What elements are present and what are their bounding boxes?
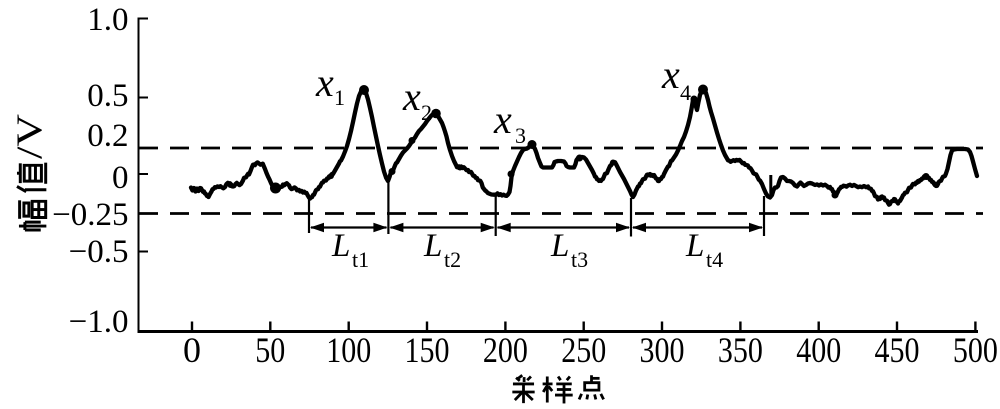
svg-text:0.5: 0.5	[87, 78, 128, 114]
svg-text:L: L	[331, 228, 350, 264]
svg-text:x: x	[315, 60, 334, 105]
svg-text:50: 50	[255, 330, 285, 370]
svg-text:0: 0	[112, 160, 129, 196]
svg-text:400: 400	[796, 330, 841, 370]
svg-text:0: 0	[183, 330, 201, 370]
svg-text:100: 100	[326, 330, 371, 370]
svg-text:t3: t3	[571, 247, 588, 272]
svg-text:200: 200	[483, 330, 528, 370]
svg-text:350: 350	[718, 330, 763, 370]
svg-text:450: 450	[875, 330, 920, 370]
svg-text:250: 250	[561, 330, 606, 370]
svg-text:x: x	[493, 97, 512, 142]
svg-text:t4: t4	[706, 247, 723, 272]
svg-text:−0.5: −0.5	[69, 234, 129, 270]
svg-text:x: x	[661, 52, 680, 97]
svg-text:0.2: 0.2	[87, 118, 128, 154]
svg-text:1.0: 1.0	[87, 2, 128, 38]
svg-text:L: L	[550, 228, 569, 264]
svg-text:−0.25: −0.25	[52, 197, 128, 233]
svg-text:500: 500	[953, 330, 998, 370]
svg-text:3: 3	[515, 123, 526, 148]
svg-text:2: 2	[421, 100, 432, 125]
svg-text:/V: /V	[9, 114, 49, 159]
svg-text:x: x	[402, 74, 421, 119]
svg-text:t1: t1	[352, 247, 369, 272]
svg-text:4: 4	[680, 80, 691, 105]
svg-text:1: 1	[334, 85, 345, 110]
svg-text:L: L	[423, 228, 442, 264]
svg-text:t2: t2	[444, 247, 461, 272]
svg-text:150: 150	[405, 330, 450, 370]
svg-text:300: 300	[640, 330, 685, 370]
svg-text:L: L	[685, 228, 704, 264]
svg-text:−1.0: −1.0	[69, 304, 129, 340]
